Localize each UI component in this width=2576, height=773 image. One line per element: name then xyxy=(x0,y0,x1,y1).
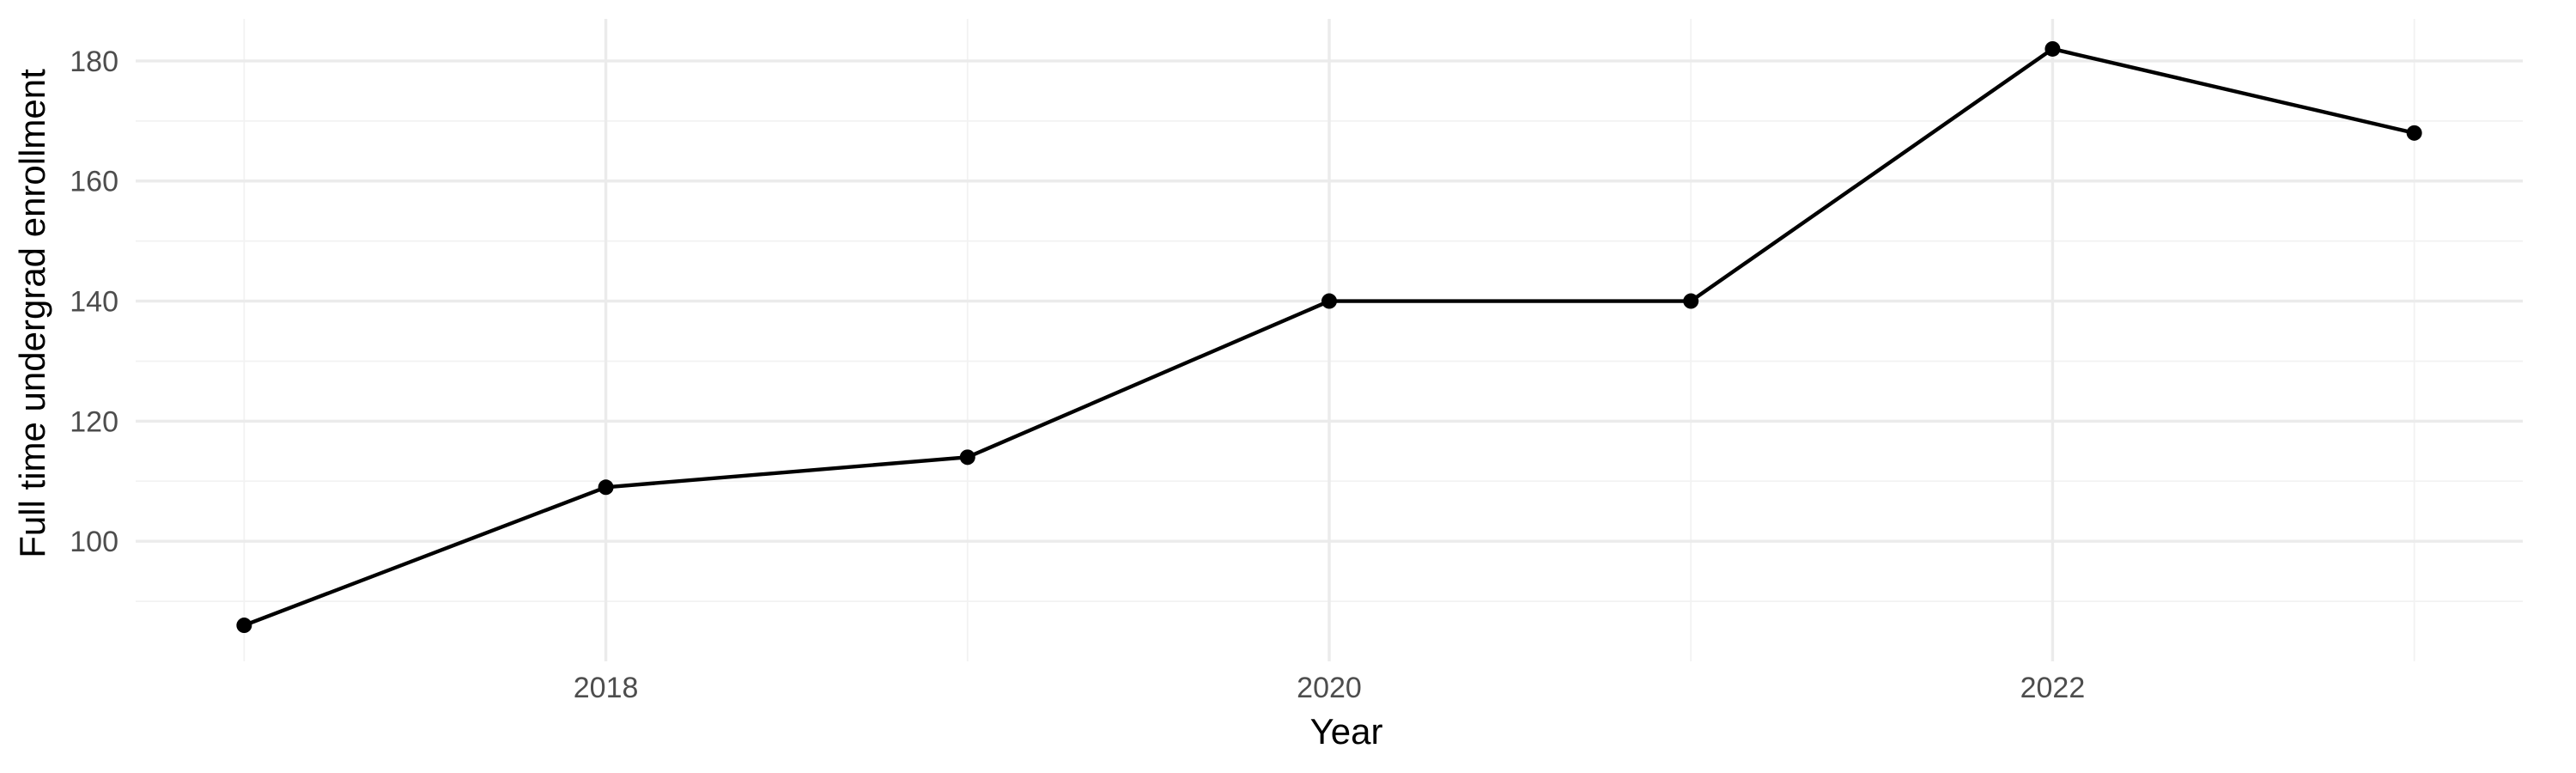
y-tick-label: 160 xyxy=(70,166,118,198)
data-point xyxy=(1683,293,1699,309)
x-tick-label: 2022 xyxy=(2020,672,2086,704)
data-point xyxy=(598,479,614,496)
x-tick-label: 2018 xyxy=(574,672,639,704)
major-gridlines xyxy=(136,19,2523,661)
y-tick-label: 140 xyxy=(70,286,118,319)
x-axis-tick-labels: 2018 2020 2022 xyxy=(574,672,2085,704)
data-point xyxy=(2406,125,2422,141)
x-axis-title: Year xyxy=(1310,711,1383,752)
y-tick-label: 120 xyxy=(70,405,118,438)
data-point xyxy=(1321,293,1337,309)
x-tick-label: 2020 xyxy=(1297,672,1362,704)
y-tick-label: 100 xyxy=(70,526,118,558)
data-point xyxy=(2044,40,2061,57)
data-point xyxy=(959,449,975,466)
data-point xyxy=(236,618,252,634)
y-axis-tick-labels: 100 120 140 160 180 xyxy=(70,46,118,558)
y-tick-label: 180 xyxy=(70,46,118,78)
series-layer xyxy=(236,40,2422,634)
y-axis-title: Full time undergrad enrollment xyxy=(12,69,52,558)
